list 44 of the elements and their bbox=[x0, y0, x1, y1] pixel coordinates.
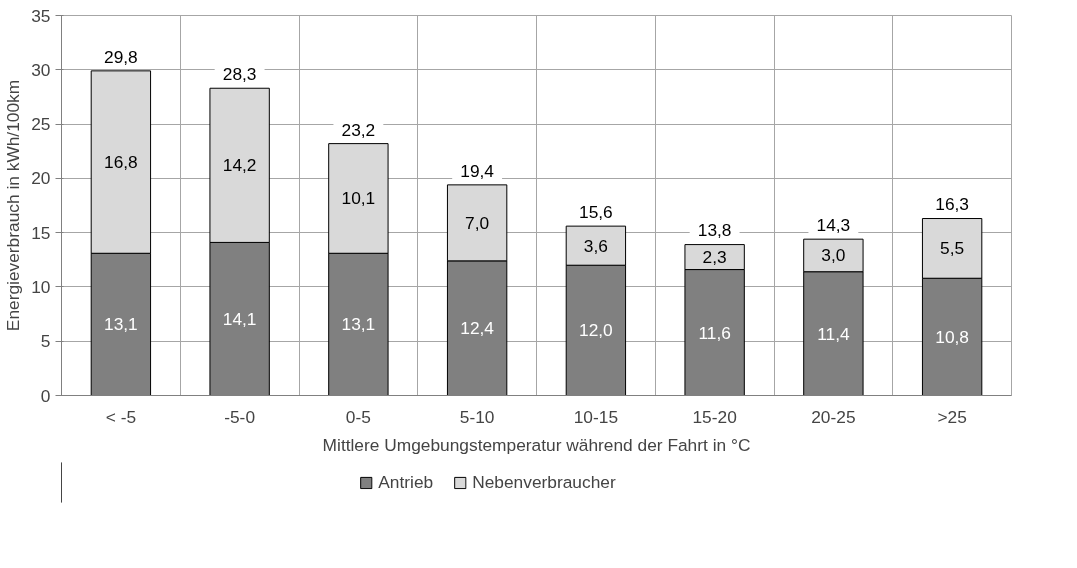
total-label: 23,2 bbox=[341, 119, 376, 140]
total-label: 19,4 bbox=[460, 160, 495, 181]
y-tick-label: 30 bbox=[31, 59, 51, 80]
data-label: 11,6 bbox=[698, 322, 731, 343]
total-label: 14,3 bbox=[816, 215, 851, 236]
data-label: 7,0 bbox=[465, 212, 490, 233]
legend-label: Antrieb bbox=[378, 471, 434, 493]
data-label: 3,6 bbox=[583, 235, 608, 256]
total-label: 13,8 bbox=[697, 220, 732, 241]
data-label: 13,1 bbox=[341, 314, 376, 335]
data-label: 10,8 bbox=[935, 326, 969, 347]
legend-label: Nebenverbraucher bbox=[472, 471, 616, 493]
data-label: 3,0 bbox=[821, 245, 846, 266]
x-tick-label: 15-20 bbox=[692, 406, 737, 427]
data-label: 10,1 bbox=[341, 188, 376, 209]
x-tick-label: >25 bbox=[937, 406, 967, 427]
x-tick-label: < -5 bbox=[105, 406, 137, 427]
x-tick-label: 5-10 bbox=[459, 406, 495, 427]
data-label: 14,2 bbox=[222, 155, 257, 176]
data-label: 13,1 bbox=[104, 314, 138, 335]
data-label: 2,3 bbox=[702, 247, 727, 268]
y-tick-label: 10 bbox=[31, 276, 51, 297]
y-tick-label: 5 bbox=[40, 331, 51, 352]
total-label: 16,3 bbox=[935, 194, 969, 215]
y-tick-label: 0 bbox=[40, 385, 51, 406]
data-label: 14,1 bbox=[222, 308, 257, 329]
y-tick-label: 20 bbox=[31, 168, 51, 189]
data-label: 16,8 bbox=[104, 152, 138, 173]
data-label: 12,0 bbox=[579, 320, 613, 341]
x-tick-label: 10-15 bbox=[573, 406, 619, 427]
data-label: 5,5 bbox=[940, 238, 965, 259]
data-label: 11,4 bbox=[817, 323, 850, 344]
y-axis-title: Energieverbrauch in kWh/100km bbox=[3, 79, 24, 332]
x-tick-label: 0-5 bbox=[345, 406, 371, 427]
x-tick-label: 20-25 bbox=[811, 406, 856, 427]
x-axis-title: Mittlere Umgebungstemperatur während der Fahrt in °C bbox=[322, 434, 751, 455]
y-tick-label: 15 bbox=[31, 222, 51, 243]
y-tick-label: 35 bbox=[31, 5, 51, 26]
data-label: 12,4 bbox=[460, 318, 495, 339]
total-label: 15,6 bbox=[579, 202, 613, 223]
x-tick-label: -5-0 bbox=[224, 406, 256, 427]
total-label: 29,8 bbox=[104, 46, 138, 67]
total-label: 28,3 bbox=[222, 64, 257, 85]
y-tick-label: 25 bbox=[31, 114, 51, 135]
